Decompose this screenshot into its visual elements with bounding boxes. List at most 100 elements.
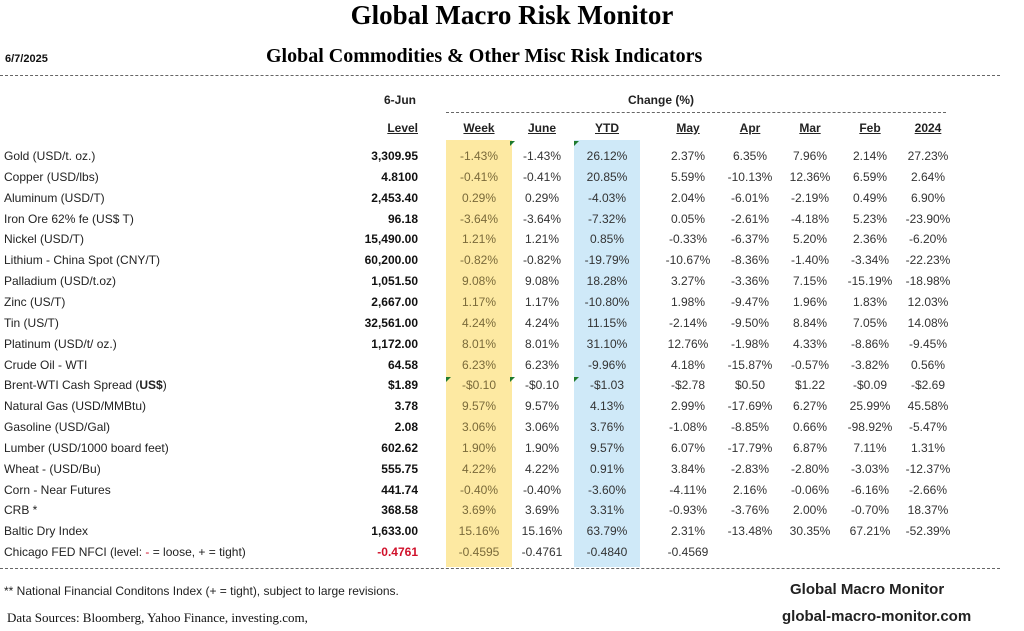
cell-may: -4.11% [669,482,707,497]
cell-level: 602.62 [381,440,418,455]
row-label-part: - [145,545,150,560]
cell-mar: -0.57% [790,357,830,372]
cell-level: 4.8100 [381,169,418,184]
cell-week: -0.41% [459,169,499,184]
cell-week: 0.29% [461,190,497,205]
cell-june: -$0.10 [524,378,560,393]
cell-ytd: 63.79% [586,524,628,539]
cell-may: 3.84% [670,461,706,476]
cell-mar: 12.36% [789,169,831,184]
cell-week: 9.57% [461,399,497,414]
cell-ytd: -10.80% [584,294,630,309]
cell-week: 1.17% [461,294,497,309]
cell-mar: -1.40% [790,253,830,268]
cell-week: 1.90% [461,440,497,455]
cell-feb: -98.92% [847,420,893,435]
cell-2024: 12.03% [907,294,949,309]
cell-2024: -23.90% [905,211,951,226]
cell-2024: 1.31% [910,440,946,455]
row-label: Iron Ore 62% fe (US$ T) [4,211,134,226]
cell-ytd: 11.15% [587,315,627,330]
row-label: Baltic Dry Index [4,524,89,539]
table-row: Natural Gas (USD/MMBtu) 3.78 9.57% 9.57% 4.1… [0,399,1024,419]
cell-feb: -15.19% [847,274,893,289]
cell-apr: -15.87% [727,357,773,372]
cell-level: 32,561.00 [364,315,418,330]
table-row: Gasoline (USD/Gal) 2.08 3.06% 3.06% 3.76% -1.… [0,420,1024,440]
level-date-header: 6-Jun [384,93,417,107]
cell-june: 4.22% [524,461,560,476]
cell-ytd: 4.13% [589,399,625,414]
cell-2024: 0.56% [910,357,946,372]
table-row: Wheat - (USD/Bu) 555.75 4.22% 4.22% 0.91% 3.8… [0,462,1024,482]
column-header-june: June [527,121,556,135]
cell-2024: 45.58% [907,399,949,414]
cell-level: 3.78 [394,399,418,414]
cell-note-marker-icon [510,377,515,382]
cell-apr: -6.37% [730,232,770,247]
column-header-level: Level [387,121,418,135]
row-label: Copper (USD/lbs) [4,169,99,184]
cell-2024: -22.23% [905,253,951,268]
cell-june: 15.16% [521,524,563,539]
cell-june: 1.90% [524,440,560,455]
cell-may: -1.08% [668,420,708,435]
week-column-highlight [446,140,512,567]
row-label: Brent-WTI Cash Spread (US$) [4,378,167,392]
cell-feb: -8.86% [850,336,890,351]
row-label: Lithium - China Spot (CNY/T) [4,253,161,268]
cell-apr: -3.76% [730,503,770,518]
cell-may: -0.33% [668,232,708,247]
cell-level: 3,309.95 [371,149,418,163]
table-row: Nickel (USD/T) 15,490.00 1.21% 1.21% 0.85% -0… [0,232,1024,252]
row-label: Gold (USD/t. oz.) [4,149,96,163]
brand-name: Global Macro Monitor [790,581,945,598]
row-label: Corn - Near Futures [4,482,111,497]
cell-feb: -3.34% [850,253,890,268]
page-subtitle: Global Commodities & Other Misc Risk Ind… [266,45,703,67]
cell-mar: 2.00% [792,503,828,518]
cell-level: $1.89 [387,378,418,393]
cell-mar: -4.18% [790,211,830,226]
table-row: Crude Oil - WTI 64.58 6.23% 6.23% -9.96% 4.18… [0,358,1024,378]
change-header: Change (%) [628,93,694,107]
cell-week: -0.40% [459,482,499,497]
cell-ytd: -4.03% [587,190,627,205]
table-row: CRB * 368.58 3.69% 3.69% 3.31% -0.93% -3.76% 2.… [0,503,1024,523]
row-label: Tin (US/T) [4,315,59,330]
page-title: Global Macro Risk Monitor [350,0,674,30]
cell-week: 8.01% [461,336,497,351]
header-divider [0,75,1000,76]
cell-level: 2,667.00 [371,294,418,309]
cell-mar: -0.06% [790,482,830,497]
cell-mar: 6.87% [792,440,828,455]
cell-apr: -8.36% [730,253,770,268]
cell-apr: -13.48% [727,524,773,539]
table-row: Corn - Near Futures 441.74 -0.40% -0.40% -3.… [0,483,1024,503]
cell-feb: 67.21% [849,524,891,539]
cell-feb: 25.99% [849,399,891,414]
cell-level: 441.74 [381,482,418,497]
cell-week: -1.43% [459,149,499,163]
cell-week: -0.4595 [458,545,500,560]
row-label: Natural Gas (USD/MMBtu) [4,399,147,414]
brand-url[interactable]: global-macro-monitor.com [782,608,972,625]
cell-may: -10.67% [665,253,711,268]
table-row: Copper (USD/lbs) 4.8100 -0.41% -0.41% 20.85%… [0,170,1024,190]
cell-mar: 0.66% [792,420,828,435]
cell-mar: 4.33% [792,336,828,351]
cell-may: 1.98% [670,294,706,309]
cell-ytd: 26.12% [586,149,628,163]
row-label-part: US$ [139,378,163,393]
cell-feb: 7.11% [853,440,887,455]
row-label-part: Brent-WTI Cash Spread ( [4,378,140,393]
cell-feb: -3.03% [850,461,890,476]
cell-may: -2.14% [668,315,708,330]
table-row: Baltic Dry Index 1,633.00 15.16% 15.16% 63.7… [0,524,1024,544]
cell-apr: -2.83% [730,461,770,476]
table-row: Aluminum (USD/T) 2,453.40 0.29% 0.29% -4.03%… [0,191,1024,211]
cell-level: 60,200.00 [364,253,418,268]
cell-ytd: -7.32% [587,211,627,226]
column-header-mar: Mar [799,121,821,135]
cell-june: 3.69% [524,503,560,518]
